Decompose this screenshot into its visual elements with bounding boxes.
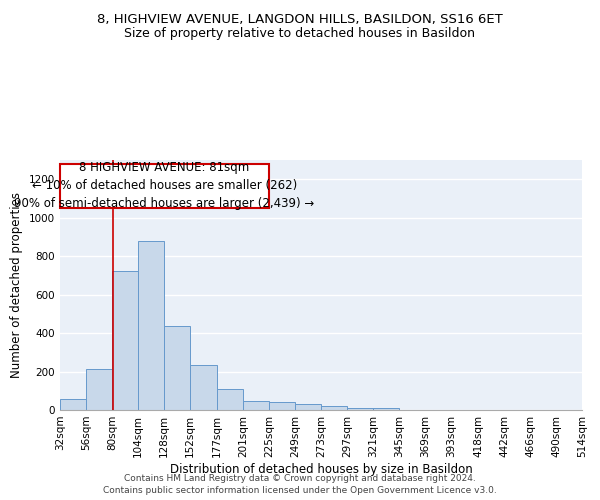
Text: Contains HM Land Registry data © Crown copyright and database right 2024.
Contai: Contains HM Land Registry data © Crown c… xyxy=(103,474,497,495)
Bar xyxy=(86,368,112,410)
Y-axis label: Number of detached properties: Number of detached properties xyxy=(10,192,23,378)
Text: 8, HIGHVIEW AVENUE, LANGDON HILLS, BASILDON, SS16 6ET: 8, HIGHVIEW AVENUE, LANGDON HILLS, BASIL… xyxy=(97,12,503,26)
Text: Size of property relative to detached houses in Basildon: Size of property relative to detached ho… xyxy=(125,28,476,40)
Bar xyxy=(190,365,217,410)
Bar xyxy=(321,406,347,410)
Bar xyxy=(269,402,295,410)
Bar xyxy=(164,326,190,410)
Bar xyxy=(112,270,138,410)
Bar xyxy=(138,241,164,410)
Text: 8 HIGHVIEW AVENUE: 81sqm
← 10% of detached houses are smaller (262)
90% of semi-: 8 HIGHVIEW AVENUE: 81sqm ← 10% of detach… xyxy=(14,162,314,210)
Bar xyxy=(217,390,243,410)
Bar xyxy=(373,408,399,410)
Bar xyxy=(295,404,321,410)
Bar xyxy=(347,408,373,410)
Bar xyxy=(243,401,269,410)
Bar xyxy=(60,400,86,410)
X-axis label: Distribution of detached houses by size in Basildon: Distribution of detached houses by size … xyxy=(170,462,472,475)
